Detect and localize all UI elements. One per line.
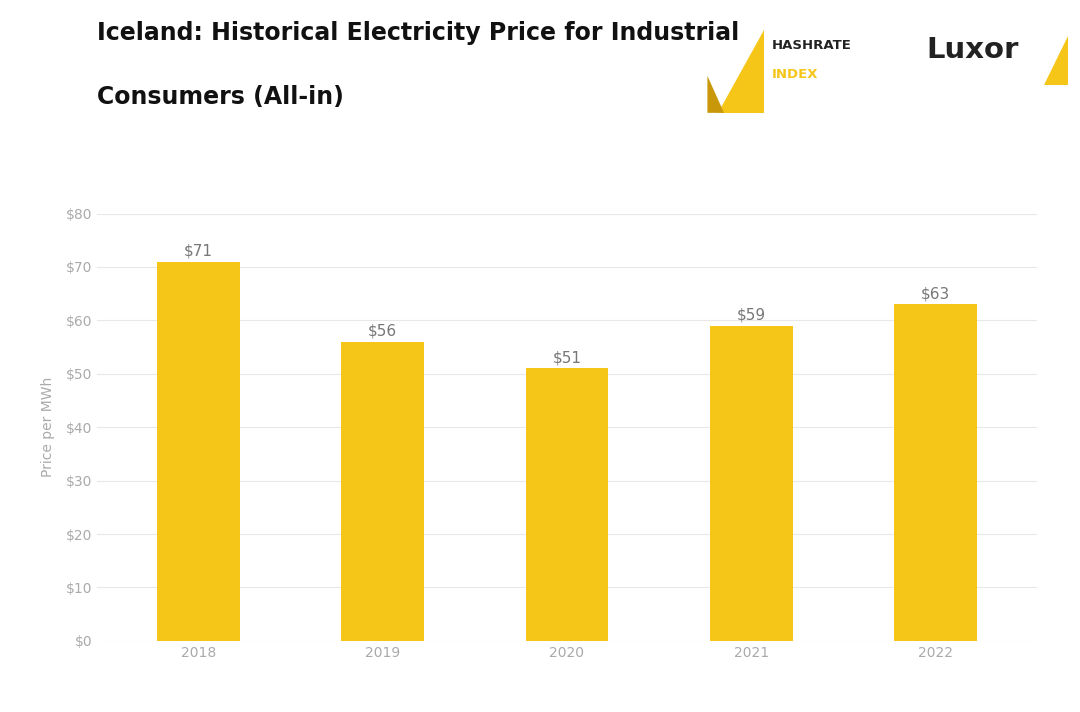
Text: Luxor: Luxor [927, 36, 1020, 63]
Text: Consumers (All-in): Consumers (All-in) [97, 85, 345, 110]
Polygon shape [707, 76, 724, 112]
Text: INDEX: INDEX [772, 68, 819, 80]
Polygon shape [1044, 36, 1068, 85]
Text: HASHRATE: HASHRATE [772, 39, 852, 52]
Text: $59: $59 [737, 308, 766, 323]
Y-axis label: Price per MWh: Price per MWh [41, 377, 55, 477]
Bar [894, 305, 977, 641]
Bar [526, 369, 608, 641]
Polygon shape [718, 30, 764, 112]
Bar [710, 326, 793, 641]
Text: $63: $63 [921, 286, 950, 301]
Bar [341, 342, 424, 641]
Text: Iceland: Historical Electricity Price for Industrial: Iceland: Historical Electricity Price fo… [97, 21, 740, 46]
Bar [157, 262, 240, 641]
Text: $56: $56 [368, 323, 397, 339]
Text: $71: $71 [184, 244, 213, 258]
Text: $51: $51 [553, 350, 581, 365]
